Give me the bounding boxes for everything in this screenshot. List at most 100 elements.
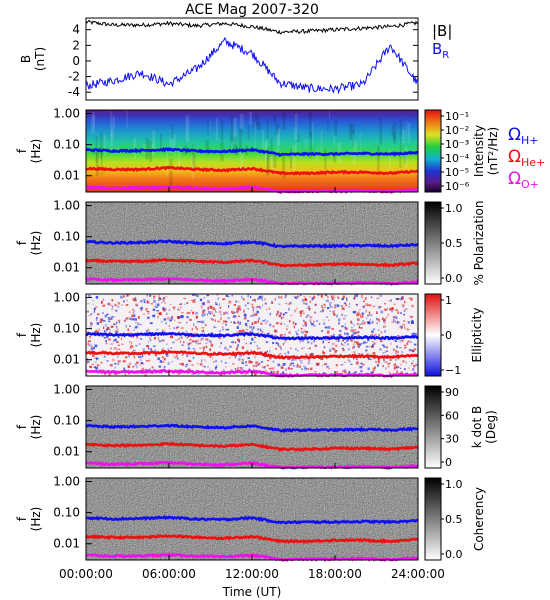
ellipticity-pixel [401,295,404,298]
spectrogram-texture [186,115,190,142]
ellipticity-pixel [280,312,283,315]
ellipticity-pixel [225,311,228,315]
ellipticity-pixel [249,315,253,317]
ellipticity-pixel [402,323,405,326]
ellipticity-pixel [220,342,222,345]
ellipticity-pixel [229,345,232,348]
ellipticity-pixel [183,297,187,300]
ellipticity-pixel [188,342,191,345]
spectrogram-texture [407,123,411,144]
ellipticity-pixel [242,353,245,357]
ellipticity-pixel [110,347,112,350]
ellipticity-pixel [280,347,282,351]
ellipticity-pixel [334,350,337,354]
ellipticity-pixel [129,317,131,320]
ellipticity-pixel [242,298,245,301]
ellipticity-pixel [191,373,194,375]
ellipticity-pixel [153,296,155,299]
ellipticity-pixel [111,315,113,318]
spectrogram-texture [308,111,312,138]
ellipticity-pixel [146,294,148,297]
ellipticity-pixel [184,365,188,368]
colorbar-label: Coherency [472,487,486,551]
ellipticity-pixel [356,318,360,321]
spectrogram-texture [247,125,250,140]
ellipticity-pixel [146,300,149,303]
ellipticity-pixel [96,322,100,325]
ellipticity-pixel [102,304,106,307]
ellipticity-pixel [135,345,138,347]
ellipticity-pixel [386,354,388,356]
ellipticity-pixel [95,366,99,370]
ellipticity-pixel [346,332,349,336]
ellipticity-pixel [325,294,327,296]
cyclotron-line-hplus [85,239,419,249]
ellipticity-pixel [196,328,199,331]
b-ytick-label: 4 [72,23,80,37]
ellipticity-pixel [362,300,365,303]
ellipticity-pixel [96,313,100,316]
ellipticity-pixel [400,297,402,301]
ellipticity-pixel [170,347,172,349]
ellipticity-pixel [166,354,169,357]
ellipticity-pixel [143,299,146,301]
ellipticity-pixel [275,313,278,317]
ellipticity-pixel [223,320,225,323]
ellipticity-pixel [280,366,284,369]
ellipticity-pixel [231,310,233,314]
cyclotron-line-hplus [85,514,419,525]
ellipticity-pixel [180,327,184,330]
ellipticity-pixel [90,313,93,315]
ellipticity-pixel [226,312,229,314]
ellipticity-pixel [308,307,311,310]
ellipticity-pixel [200,337,204,340]
ellipticity-pixel [175,339,177,341]
ellipticity-pixel [341,313,343,317]
spectrogram-texture [233,136,237,155]
ellipticity-pixel [206,294,210,297]
ellipticity-pixel [279,312,282,315]
ellipticity-pixel [110,304,113,306]
ellipticity-pixel [128,362,131,366]
ellipticity-pixel [410,364,412,366]
ellipticity-pixel [234,311,238,313]
ellipticity-pixel [241,295,243,299]
spectrogram-texture [273,115,277,124]
ellipticity-pixel [333,348,336,350]
ellipticity-pixel [299,311,302,315]
ellipticity-pixel [140,306,143,310]
freq-tick-label: 0.01 [53,445,80,459]
ellipticity-pixel [233,321,235,324]
ellipticity-pixel [104,324,107,327]
ellipticity-pixel [272,325,275,328]
ellipticity-pixel [116,306,120,308]
ellipticity-pixel [279,334,283,337]
colorbar-label: % Polarization [472,201,486,286]
ellipticity-pixel [199,347,202,349]
ellipticity-pixel [411,304,414,308]
ellipticity-pixel [156,306,158,308]
ellipticity-pixel [332,298,335,301]
ellipticity-pixel [234,368,237,370]
ellipticity-pixel [321,309,325,313]
ellipticity-pixel [381,317,384,321]
ellipticity-pixel [186,312,188,315]
ellipticity-pixel [391,321,394,324]
cyclotron-line-heplus [85,257,419,269]
ellipticity-pixel [179,363,183,365]
ellipticity-pixel [232,363,235,365]
spectrogram-texture [233,117,237,145]
ellipticity-pixel [383,303,386,305]
spectrogram-texture [91,112,95,134]
spectrogram-texture [173,134,176,157]
ellipticity-pixel [179,336,183,338]
ellipticity-pixel [239,308,242,311]
colorbar-tick-label: −1 [445,364,461,377]
ellipticity-pixel [263,367,266,369]
ellipticity-pixel [236,326,239,329]
ellipticity-pixel [357,311,360,314]
ellipticity-pixel [134,297,137,300]
ellipticity-pixel [196,295,199,297]
ellipticity-pixel [224,321,228,323]
colorbar [424,201,442,285]
